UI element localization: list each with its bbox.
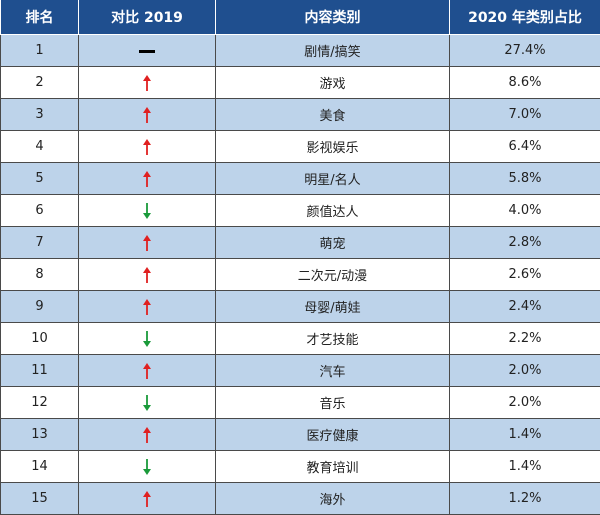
share-cell: 2.2% — [450, 323, 600, 355]
category-cell: 萌宠 — [216, 227, 450, 259]
rank-cell: 12 — [1, 387, 79, 419]
rank-cell: 2 — [1, 67, 79, 99]
share-cell: 6.4% — [450, 131, 600, 163]
trend-cell — [79, 99, 216, 131]
share-2020-header: 2020 年类别占比 — [450, 0, 600, 35]
arrow-down-icon — [139, 394, 155, 412]
arrow-up-icon — [139, 266, 155, 284]
category-cell: 美食 — [216, 99, 450, 131]
category-cell: 颜值达人 — [216, 195, 450, 227]
trend-cell — [79, 163, 216, 195]
rank-cell: 7 — [1, 227, 79, 259]
rank-cell: 4 — [1, 131, 79, 163]
share-cell: 2.8% — [450, 227, 600, 259]
share-cell: 1.4% — [450, 419, 600, 451]
share-cell: 1.2% — [450, 483, 600, 515]
category-cell: 母婴/萌娃 — [216, 291, 450, 323]
arrow-down-icon — [139, 202, 155, 220]
arrow-up-icon — [139, 106, 155, 124]
trend-cell — [79, 451, 216, 483]
category-cell: 教育培训 — [216, 451, 450, 483]
arrow-up-icon — [139, 138, 155, 156]
share-cell: 7.0% — [450, 99, 600, 131]
trend-cell — [79, 419, 216, 451]
trend-cell — [79, 35, 216, 67]
arrow-up-icon — [139, 362, 155, 380]
arrow-up-icon — [139, 298, 155, 316]
category-cell: 海外 — [216, 483, 450, 515]
arrow-down-icon — [139, 330, 155, 348]
share-cell: 4.0% — [450, 195, 600, 227]
trend-cell — [79, 67, 216, 99]
category-cell: 二次元/动漫 — [216, 259, 450, 291]
arrow-up-icon — [139, 170, 155, 188]
no-change-dash-icon — [139, 42, 155, 60]
category-header: 内容类别 — [216, 0, 450, 35]
rank-cell: 15 — [1, 483, 79, 515]
rank-cell: 1 — [1, 35, 79, 67]
share-cell: 2.0% — [450, 387, 600, 419]
arrow-up-icon — [139, 234, 155, 252]
trend-cell — [79, 387, 216, 419]
arrow-down-icon — [139, 458, 155, 476]
rank-cell: 10 — [1, 323, 79, 355]
category-cell: 汽车 — [216, 355, 450, 387]
trend-cell — [79, 355, 216, 387]
rank-cell: 6 — [1, 195, 79, 227]
rank-cell: 3 — [1, 99, 79, 131]
rank-cell: 14 — [1, 451, 79, 483]
header-row: 排名 对比 2019 内容类别 2020 年类别占比 — [1, 0, 600, 35]
category-cell: 医疗健康 — [216, 419, 450, 451]
trend-cell — [79, 227, 216, 259]
category-cell: 剧情/搞笑 — [216, 35, 450, 67]
category-cell: 影视娱乐 — [216, 131, 450, 163]
trend-cell — [79, 131, 216, 163]
rank-cell: 9 — [1, 291, 79, 323]
rank-cell: 5 — [1, 163, 79, 195]
share-cell: 2.0% — [450, 355, 600, 387]
trend-cell — [79, 323, 216, 355]
table-header: 排名 对比 2019 内容类别 2020 年类别占比 — [1, 0, 600, 35]
rank-cell: 8 — [1, 259, 79, 291]
category-cell: 游戏 — [216, 67, 450, 99]
trend-cell — [79, 195, 216, 227]
share-cell: 27.4% — [450, 35, 600, 67]
compare-2019-header: 对比 2019 — [79, 0, 216, 35]
rank-cell: 13 — [1, 419, 79, 451]
arrow-up-icon — [139, 426, 155, 444]
category-cell: 才艺技能 — [216, 323, 450, 355]
rank-header: 排名 — [1, 0, 79, 35]
arrow-up-icon — [139, 490, 155, 508]
share-cell: 2.4% — [450, 291, 600, 323]
share-cell: 1.4% — [450, 451, 600, 483]
trend-cell — [79, 483, 216, 515]
share-cell: 8.6% — [450, 67, 600, 99]
trend-cell — [79, 291, 216, 323]
arrow-up-icon — [139, 74, 155, 92]
category-cell: 音乐 — [216, 387, 450, 419]
share-cell: 2.6% — [450, 259, 600, 291]
trend-cell — [79, 259, 216, 291]
share-cell: 5.8% — [450, 163, 600, 195]
category-cell: 明星/名人 — [216, 163, 450, 195]
rank-cell: 11 — [1, 355, 79, 387]
